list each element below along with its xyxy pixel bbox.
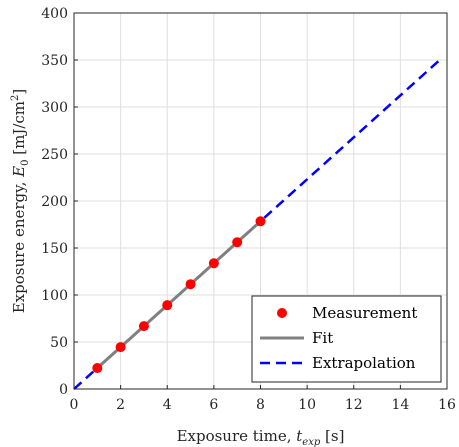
legend-label: Fit [312,329,333,347]
y-axis-label-unit-post: ] [10,89,28,95]
y-tick-label: 100 [41,288,68,304]
measurement-point [115,342,126,353]
legend: Measurement Fit Extrapolation [251,295,442,383]
legend-marker [277,308,287,318]
x-tick-label: 8 [256,397,265,413]
x-tick-label: 12 [345,397,363,413]
x-tick-label: 10 [298,397,316,413]
measurement-point [162,300,173,311]
legend-item: Extrapolation [260,354,416,372]
x-axis-label: Exposure time, texp [s] [177,427,345,447]
y-axis-label: Exposure energy, E0 [mJ/cm2] [10,89,31,314]
x-axis-label-main: Exposure time, [177,427,297,445]
y-tick-label: 400 [41,6,68,22]
x-tick-label: 2 [116,397,125,413]
y-tick-label: 350 [41,53,68,69]
x-tick-label: 16 [438,397,456,413]
y-tick-label: 300 [41,100,68,116]
fit-line [96,220,262,370]
legend-item: Measurement [277,304,417,322]
y-axis-label-unit-pre: [mJ/cm [10,101,28,160]
y-tick-label: 0 [59,382,68,398]
y-axis-label-var: E [10,166,28,178]
y-axis-label-main: Exposure energy, [10,177,28,313]
y-axis-label-unit-sup: 2 [10,95,21,101]
x-tick-label: 14 [391,397,409,413]
legend-item: Fit [260,329,333,347]
x-axis-label-sub: exp [302,437,321,447]
y-tick-label: 150 [41,241,68,257]
x-axis-label-unit: [s] [320,427,344,445]
measurement-point [255,216,266,227]
ticks: 0 2 4 6 8 10 12 14 16 0 50 100 150 200 250 300 350 400 [41,6,456,413]
y-tick-label: 250 [41,147,68,163]
x-tick-label: 6 [209,397,218,413]
y-axis-label-sub: 0 [20,160,31,166]
measurement-point [232,237,243,248]
x-tick-label: 4 [163,397,172,413]
measurement-point [185,279,196,290]
series-layer [73,56,444,390]
y-tick-label: 200 [41,194,68,210]
measurement-point [138,321,149,332]
y-tick-label: 50 [50,335,68,351]
measurement-point [92,363,103,374]
legend-label: Extrapolation [312,354,416,372]
legend-label: Measurement [312,304,417,322]
x-axis-label-var: t [296,427,303,445]
measurement-point [208,258,219,269]
x-tick-label: 0 [70,397,79,413]
